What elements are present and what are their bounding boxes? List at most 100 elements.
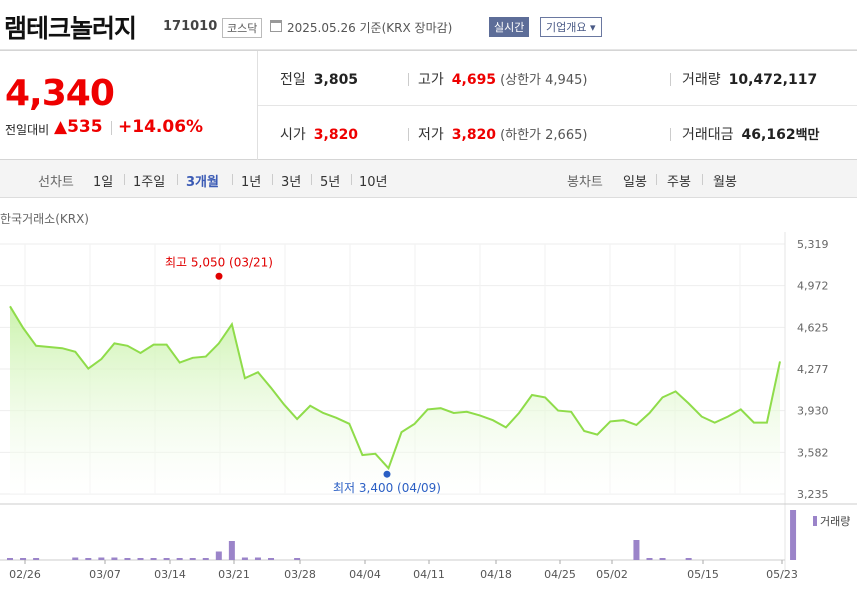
prev-close: 전일 3,805 xyxy=(280,69,358,89)
quote-date: 2025.05.26 기준(KRX 장마감) xyxy=(287,21,453,35)
volume-bar xyxy=(189,558,196,560)
tab-monthly[interactable]: 월봉 xyxy=(713,175,737,190)
price-area xyxy=(10,306,780,494)
line-chart-label: 선차트 xyxy=(38,175,74,190)
volume-bar xyxy=(241,557,248,560)
volume-bar xyxy=(7,558,13,560)
volume-bar xyxy=(268,558,275,560)
prev-close-label: 전일 xyxy=(280,72,306,88)
low-value: 3,820 xyxy=(451,127,497,143)
x-tick-label: 03/14 xyxy=(154,568,186,581)
y-tick-label: 5,319 xyxy=(797,238,829,251)
tab-3y[interactable]: 3년 xyxy=(281,175,302,190)
tab-daily[interactable]: 일봉 xyxy=(623,175,647,190)
high-label: 고가 xyxy=(418,72,444,88)
divider xyxy=(656,174,657,185)
stock-code: 171010 xyxy=(163,19,218,34)
low-label: 저가 xyxy=(418,127,444,143)
volume-label: 거래량 xyxy=(682,72,721,88)
realtime-button[interactable]: 실시간 xyxy=(489,17,530,37)
x-tick-label: 04/25 xyxy=(544,568,576,581)
change-percent: +14.06% xyxy=(118,117,204,137)
y-tick-label: 4,972 xyxy=(797,280,829,293)
divider xyxy=(408,73,409,86)
x-tick-label: 04/04 xyxy=(349,568,381,581)
divider xyxy=(177,174,178,185)
tab-1y[interactable]: 1년 xyxy=(241,175,262,190)
volume-bar xyxy=(124,558,131,560)
x-tick-label: 05/02 xyxy=(596,568,628,581)
x-tick-label: 03/21 xyxy=(218,568,250,581)
high-value: 4,695 xyxy=(451,72,497,88)
high-price: 고가 4,695 (상한가 4,945) xyxy=(418,69,587,89)
volume-legend-swatch xyxy=(813,516,817,526)
high-marker xyxy=(215,272,223,280)
x-tick-label: 04/18 xyxy=(480,568,512,581)
y-tick-label: 3,582 xyxy=(797,446,829,459)
x-tick-label: 05/23 xyxy=(766,568,798,581)
y-tick-label: 4,277 xyxy=(797,363,829,376)
price-line xyxy=(9,305,781,471)
y-tick-label: 4,625 xyxy=(797,321,829,334)
divider xyxy=(351,174,352,185)
tab-10y[interactable]: 10년 xyxy=(359,175,388,190)
divider xyxy=(670,128,671,141)
volume-bar xyxy=(685,558,692,560)
volume-bar xyxy=(790,510,797,560)
price-box: 4,340 전일대비 ▲535 +14.06% xyxy=(0,51,258,161)
x-tick-label: 03/07 xyxy=(89,568,121,581)
change-value: ▲535 xyxy=(54,117,103,137)
y-tick-label: 3,930 xyxy=(797,405,829,418)
volume-value: 10,472,117 xyxy=(728,72,818,88)
volume-legend-label: 거래량 xyxy=(820,515,850,528)
x-tick-label: 02/26 xyxy=(9,568,41,581)
divider xyxy=(311,174,312,185)
y-tick-label: 3,235 xyxy=(797,488,829,501)
volume-bar xyxy=(150,558,157,560)
divider xyxy=(272,174,273,185)
amount-value: 46,162 xyxy=(741,127,796,143)
tab-1d[interactable]: 1일 xyxy=(93,175,114,190)
company-overview-button[interactable]: 기업개요 ▾ xyxy=(540,17,602,37)
x-tick-label: 04/11 xyxy=(413,568,445,581)
quote-row-1: 전일 3,805 고가 4,695 (상한가 4,945) 거래량 10,472,117 xyxy=(258,51,857,106)
low-price: 저가 3,820 (하한가 2,665) xyxy=(418,124,587,144)
upper-limit-value: 4,945) xyxy=(545,73,588,88)
volume-bar xyxy=(294,558,301,560)
tab-3m[interactable]: 3개월 xyxy=(186,175,219,190)
high-annotation: 최고 5,050 (03/21) xyxy=(165,255,273,269)
divider xyxy=(124,174,125,185)
open-price: 시가 3,820 xyxy=(280,124,358,144)
price-chart[interactable]: 5,319 4,972 4,625 4,277 3,930 3,582 3,235 최고 5… xyxy=(0,232,857,595)
tab-weekly[interactable]: 주봉 xyxy=(667,175,691,190)
quote-row-2: 시가 3,820 저가 3,820 (하한가 2,665) 거래대금 46,162백만 xyxy=(258,106,857,161)
volume-bar xyxy=(20,558,27,560)
volume: 거래량 10,472,117 xyxy=(682,69,817,89)
divider xyxy=(670,73,671,86)
candle-chart-label: 봉차트 xyxy=(567,175,603,190)
open-value: 3,820 xyxy=(313,127,359,143)
volume-bar xyxy=(163,558,170,560)
x-tick-label: 05/15 xyxy=(687,568,719,581)
volume-bar xyxy=(633,540,640,560)
lower-limit-label: (하한가 xyxy=(500,128,542,143)
company-name[interactable]: 램테크놀러지 xyxy=(4,14,137,43)
volume-bar xyxy=(646,558,653,560)
volume-bar xyxy=(98,557,105,560)
market-badge: 코스닥 xyxy=(222,18,263,38)
volume-bar xyxy=(659,558,666,560)
volume-bar xyxy=(33,558,40,560)
change-label: 전일대비 xyxy=(5,123,50,137)
divider xyxy=(702,174,703,185)
volume-bar xyxy=(202,558,209,560)
tab-5y[interactable]: 5년 xyxy=(320,175,341,190)
tab-1w[interactable]: 1주일 xyxy=(133,175,166,190)
amount-label: 거래대금 xyxy=(682,127,734,143)
chart-tabs: 선차트 1일 1주일 3개월 1년 3년 5년 10년 봉차트 일봉 주봉 월봉 xyxy=(0,160,857,198)
trade-amount: 거래대금 46,162백만 xyxy=(682,124,819,144)
volume-bar xyxy=(176,558,183,560)
volume-bar xyxy=(215,551,222,560)
calendar-icon xyxy=(270,20,282,32)
volume-bar xyxy=(111,557,118,560)
divider xyxy=(408,128,409,141)
